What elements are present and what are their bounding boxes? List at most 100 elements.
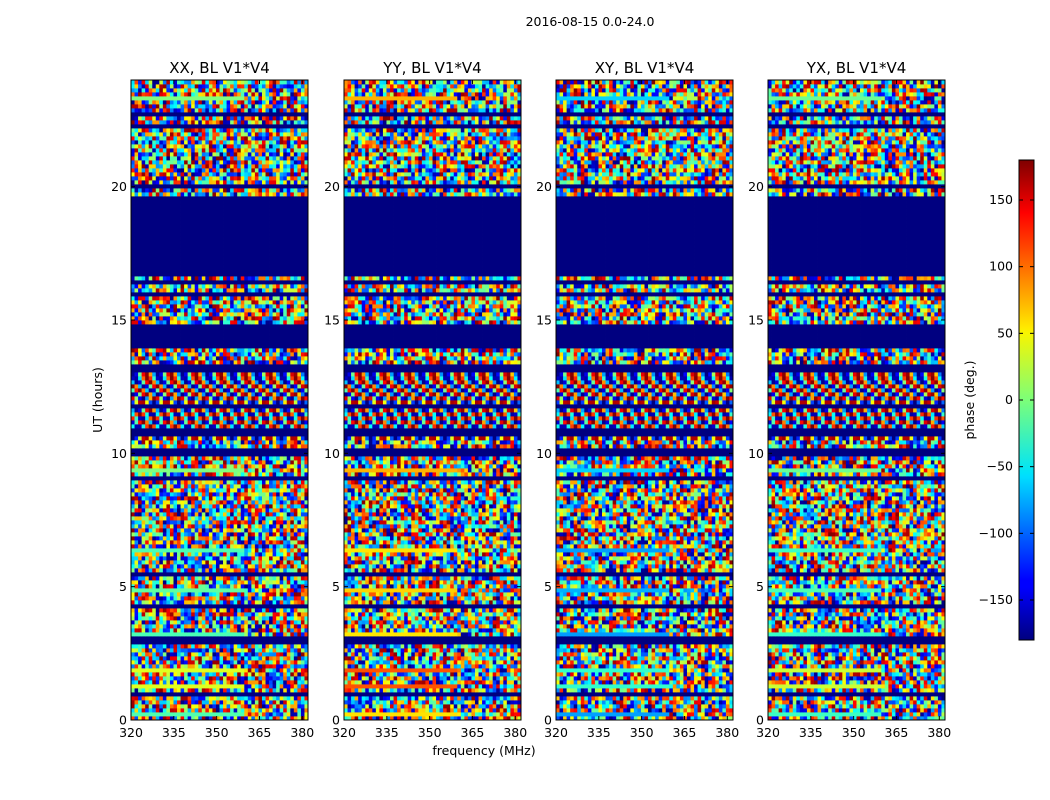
heatmap-cell (180, 596, 185, 601)
heatmap-cell (244, 504, 249, 509)
heatmap-cell (240, 368, 245, 373)
heatmap-cell (300, 408, 305, 413)
heatmap-cell (212, 596, 217, 601)
heatmap-cell (279, 352, 284, 357)
heatmap-cell (293, 604, 298, 609)
heatmap-cell (138, 584, 143, 589)
heatmap-cell (240, 344, 245, 349)
heatmap-cell (173, 544, 178, 549)
heatmap-cell (251, 564, 256, 569)
heatmap-cell (155, 652, 160, 657)
heatmap-cell (244, 440, 249, 445)
heatmap-cell (286, 344, 291, 349)
heatmap-cell (138, 544, 143, 549)
heatmap-cell (233, 484, 238, 489)
heatmap-cell (155, 524, 160, 529)
heatmap-cell (152, 336, 157, 341)
heatmap-cell (244, 480, 249, 485)
heatmap-cell (152, 540, 157, 545)
heatmap-cell (230, 680, 235, 685)
heatmap-cell (215, 420, 220, 425)
heatmap-cell (247, 416, 252, 421)
heatmap-cell (230, 640, 235, 645)
heatmap-cell (261, 448, 266, 453)
heatmap-cell (279, 368, 284, 373)
heatmap-cell (194, 404, 199, 409)
heatmap-cell (223, 580, 227, 585)
heatmap-cell (240, 596, 245, 601)
heatmap-cell (134, 672, 139, 677)
heatmap-cell (233, 472, 238, 477)
heatmap-cell (134, 472, 139, 477)
heatmap-cell (251, 388, 256, 393)
heatmap-cell (152, 668, 157, 673)
heatmap-cell (201, 640, 206, 645)
heatmap-cell (293, 696, 298, 701)
heatmap-cell (283, 416, 288, 421)
heatmap-cell (219, 692, 224, 697)
heatmap-cell (261, 440, 266, 445)
heatmap-cell (230, 704, 235, 709)
heatmap-cell (293, 328, 298, 333)
heatmap-cell (290, 664, 295, 669)
heatmap-cell (148, 624, 153, 629)
heatmap-cell (265, 608, 270, 613)
heatmap-cell (283, 404, 288, 409)
heatmap-cell (162, 348, 167, 353)
heatmap-cell (155, 512, 160, 517)
heatmap-cell (145, 568, 150, 573)
heatmap-cell (187, 504, 192, 509)
heatmap-cell (261, 396, 266, 401)
heatmap-cell (145, 492, 150, 497)
heatmap-cell (141, 532, 146, 537)
heatmap-cell (194, 580, 199, 585)
heatmap-cell (187, 392, 192, 397)
heatmap-cell (148, 584, 153, 589)
heatmap-cell (208, 652, 213, 657)
heatmap-cell (279, 612, 284, 617)
heatmap-cell (169, 556, 174, 561)
heatmap-cell (166, 592, 171, 597)
heatmap-cell (191, 664, 196, 669)
heatmap-cell (141, 396, 146, 401)
heatmap-cell (297, 468, 302, 473)
heatmap-cell (240, 612, 245, 617)
heatmap-cell (191, 596, 196, 601)
heatmap-cell (258, 560, 263, 565)
heatmap-cell (219, 436, 224, 441)
heatmap-cell (258, 388, 263, 393)
heatmap-cell (169, 468, 174, 473)
heatmap-cell (162, 340, 167, 345)
heatmap-cell (198, 412, 203, 417)
heatmap-cell (254, 396, 259, 401)
heatmap-cell (258, 672, 263, 677)
heatmap-cell (279, 580, 284, 585)
heatmap-cell (201, 504, 206, 509)
heatmap-cell (293, 624, 298, 629)
heatmap-cell (208, 680, 213, 685)
heatmap-cell (276, 596, 281, 601)
heatmap-cell (265, 548, 270, 553)
heatmap-cell (180, 428, 185, 433)
heatmap-cell (237, 352, 242, 357)
heatmap-cell (131, 544, 135, 549)
heatmap-cell (201, 540, 206, 545)
heatmap-cell (159, 340, 164, 345)
heatmap-cell (230, 520, 235, 525)
heatmap-cell (223, 412, 227, 417)
heatmap-cell (286, 568, 291, 573)
heatmap-cell (230, 528, 235, 533)
heatmap-cell (198, 436, 203, 441)
heatmap-cell (269, 540, 273, 545)
heatmap-cell (219, 368, 224, 373)
heatmap-cell (226, 608, 231, 613)
heatmap-cell (159, 476, 164, 481)
heatmap-cell (187, 596, 192, 601)
heatmap-cell (265, 676, 270, 681)
heatmap-cell (138, 344, 143, 349)
heatmap-cell (177, 552, 181, 557)
heatmap-cell (283, 480, 288, 485)
heatmap-cell (251, 536, 256, 541)
heatmap-cell (254, 468, 259, 473)
heatmap-cell (180, 448, 185, 453)
